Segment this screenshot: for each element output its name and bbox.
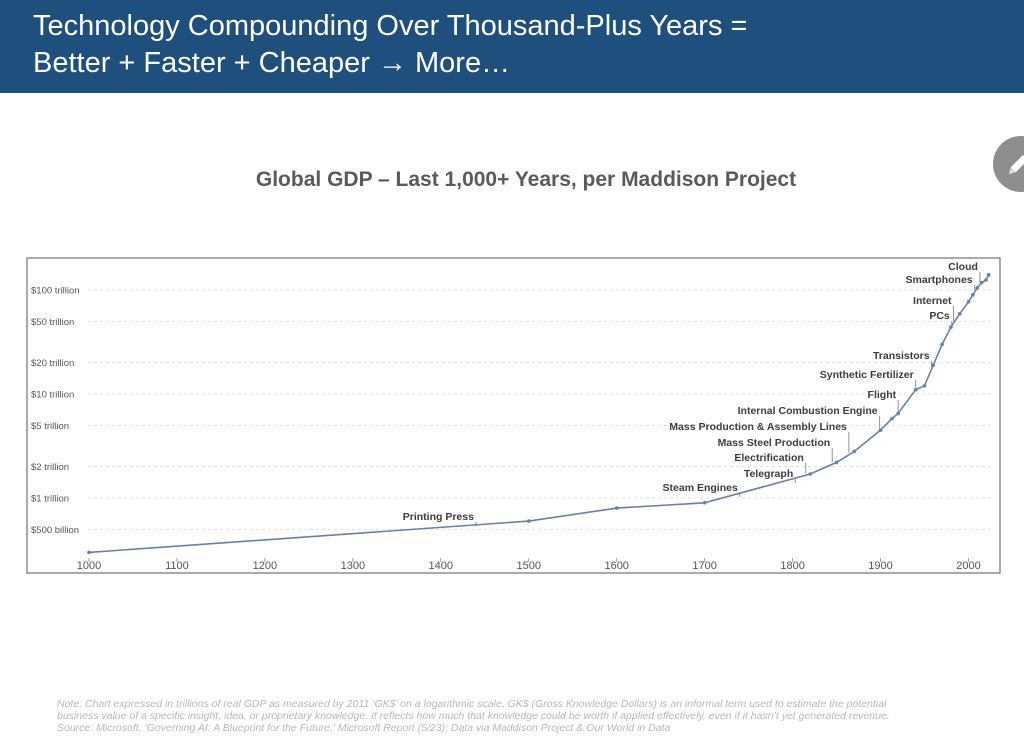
x-axis-tick-labels: 1000 1100 1200 1300 1400 1500 1600 1700 1800 1900… — [77, 558, 981, 572]
technology-annotations: Printing Press Steam Engines Telegraph Elec… — [403, 261, 981, 526]
slide-header: Technology Compounding Over Thousand-Plu… — [0, 0, 1024, 93]
x-tick-label: 1800 — [780, 560, 804, 572]
data-point — [971, 292, 975, 297]
data-point — [896, 411, 900, 416]
data-point — [931, 363, 936, 367]
x-tick-label: 1200 — [253, 560, 277, 572]
data-point — [975, 285, 980, 290]
x-tick-label: 1300 — [341, 560, 365, 572]
x-tick-label: 1700 — [692, 560, 716, 572]
data-point — [940, 342, 944, 347]
y-tick-label: $2 trillion — [31, 462, 69, 473]
data-point — [949, 325, 953, 329]
data-point — [890, 416, 894, 421]
y-tick-label: $10 trillion — [31, 390, 74, 401]
x-tick-label: 1500 — [517, 560, 541, 572]
data-point — [922, 383, 927, 388]
y-tick-label: $20 trillion — [31, 358, 74, 369]
annotation-label: Transistors — [873, 350, 930, 362]
data-point — [702, 500, 707, 505]
annotation-label: Mass Production & Assembly Lines — [669, 421, 847, 433]
data-point — [808, 472, 812, 476]
data-point — [526, 519, 531, 523]
data-point — [614, 506, 619, 510]
slide-title-line-2: Better + Faster + Cheaper → More… — [33, 47, 511, 79]
annotation-label: Internal Combustion Engine — [738, 405, 878, 417]
data-point — [852, 449, 856, 454]
footnote-line-1: Note: Chart expressed in trillions of re… — [57, 698, 887, 710]
x-tick-label: 1900 — [868, 560, 892, 572]
footnote-line-2: business value of a specific insight, id… — [57, 710, 890, 722]
grid-lines — [88, 289, 990, 530]
annotation-label: Telegraph — [744, 468, 793, 480]
footnote-line-3: Source: Microsoft, ‘Governing AI: A Blue… — [57, 722, 671, 734]
y-tick-label: $1 trillion — [31, 494, 69, 505]
slide-title-line-1: Technology Compounding Over Thousand-Plu… — [33, 10, 748, 42]
data-point — [913, 387, 918, 392]
x-tick-label: 1400 — [429, 560, 453, 572]
gdp-data-points — [87, 273, 991, 555]
y-tick-label: $5 trillion — [31, 421, 69, 432]
data-point — [984, 278, 988, 282]
data-point — [878, 428, 883, 432]
plot-frame — [26, 257, 1001, 574]
annotation-label: Flight — [868, 389, 897, 401]
gdp-series-line — [88, 274, 990, 554]
annotation-label: Cloud — [948, 261, 978, 273]
data-point — [87, 550, 91, 555]
pencil-icon — [1009, 155, 1024, 174]
x-tick-label: 1000 — [77, 560, 101, 572]
data-point — [966, 300, 971, 304]
data-point — [979, 280, 984, 285]
x-tick-label: 1100 — [165, 560, 189, 572]
annotation-label: Internet — [913, 295, 952, 307]
y-tick-label: $100 trillion — [31, 286, 80, 297]
x-tick-label: 1600 — [604, 560, 628, 572]
annotation-label: Printing Press — [403, 511, 474, 523]
annotation-label: Electrification — [734, 452, 803, 464]
annotation-label: Mass Steel Production — [718, 437, 831, 449]
data-point — [957, 312, 962, 316]
y-tick-label: $500 billion — [31, 525, 79, 536]
annotation-label: Synthetic Fertilizer — [820, 369, 914, 381]
footnote: Note: Chart expressed in trillions of re… — [57, 698, 997, 734]
data-point — [834, 460, 839, 465]
y-axis-tick-labels: $500 billion $1 trillion $2 trillion $5 tri… — [31, 286, 80, 536]
annotation-label: Steam Engines — [663, 482, 738, 494]
chart-title: Global GDP – Last 1,000+ Years, per Madd… — [255, 168, 797, 191]
y-tick-label: $50 trillion — [31, 317, 74, 328]
annotation-label: PCs — [929, 310, 950, 322]
x-tick-label: 2000 — [956, 560, 980, 572]
annotation-label: Smartphones — [906, 274, 973, 286]
data-point — [986, 273, 991, 277]
